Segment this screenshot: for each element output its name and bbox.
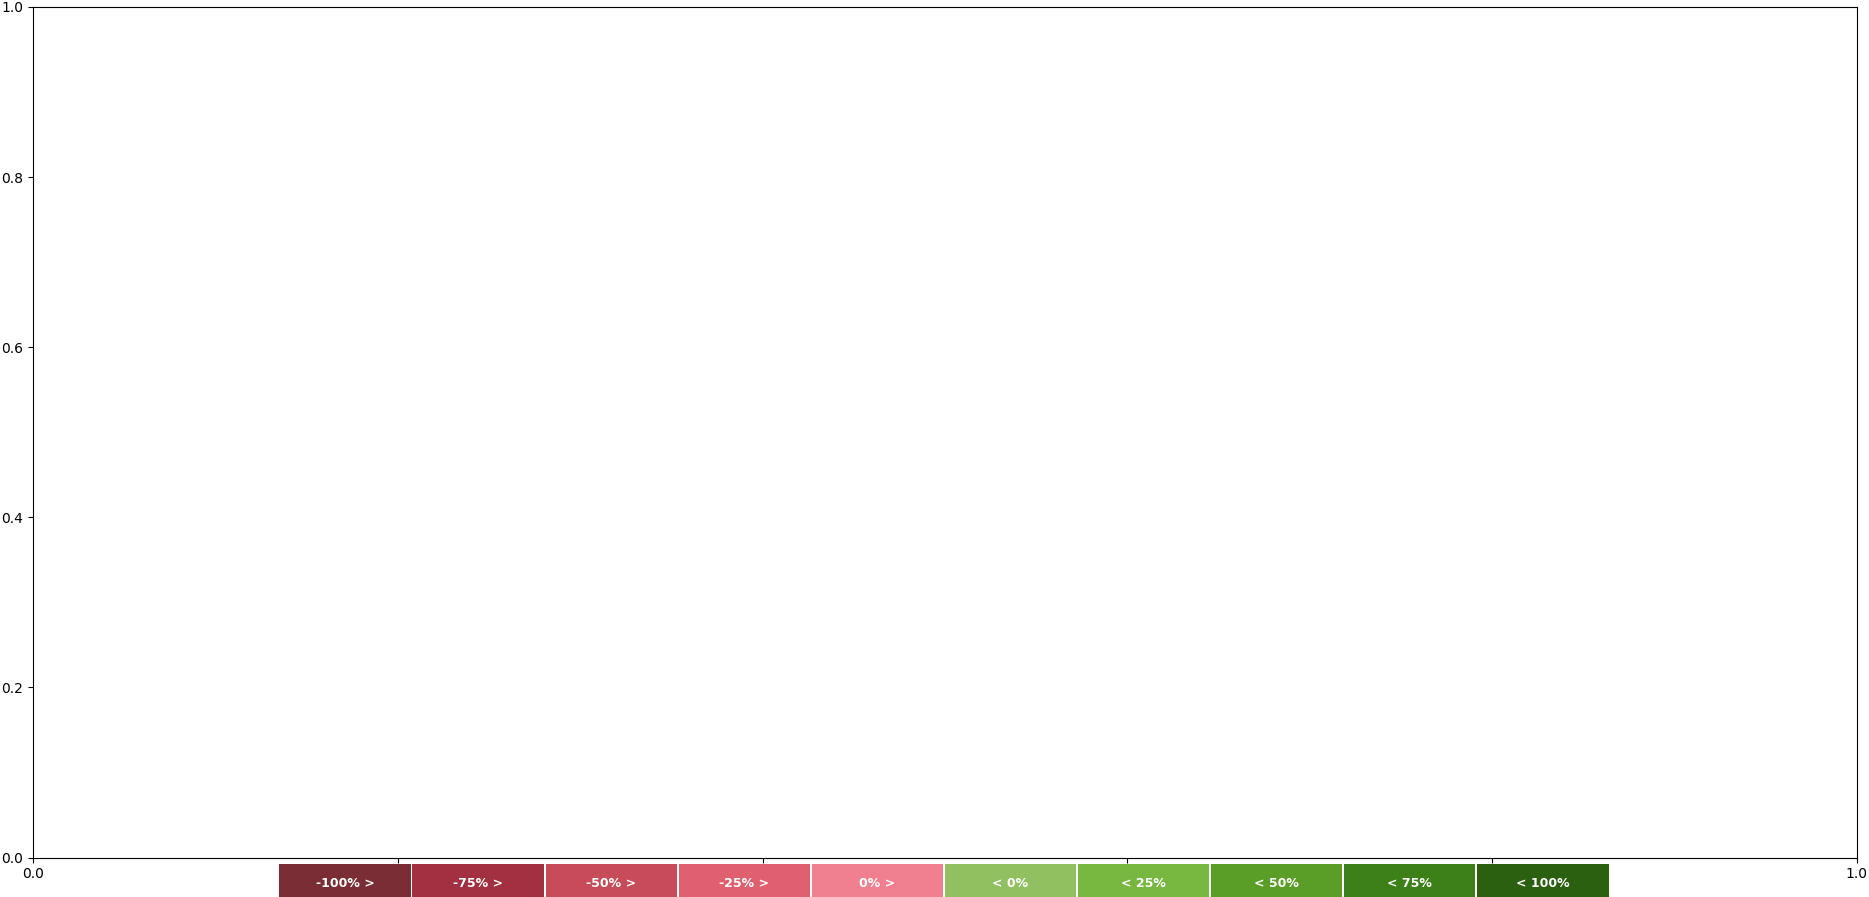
FancyBboxPatch shape <box>1344 864 1475 897</box>
Text: -25% >: -25% > <box>720 877 770 891</box>
FancyBboxPatch shape <box>678 864 809 897</box>
FancyBboxPatch shape <box>811 864 944 897</box>
FancyBboxPatch shape <box>1078 864 1209 897</box>
FancyBboxPatch shape <box>1477 864 1609 897</box>
Text: < 100%: < 100% <box>1516 877 1570 891</box>
FancyBboxPatch shape <box>546 864 677 897</box>
FancyBboxPatch shape <box>1211 864 1342 897</box>
FancyBboxPatch shape <box>413 864 544 897</box>
FancyBboxPatch shape <box>278 864 411 897</box>
Text: < 75%: < 75% <box>1387 877 1432 891</box>
FancyBboxPatch shape <box>946 864 1077 897</box>
Text: < 25%: < 25% <box>1121 877 1166 891</box>
Text: -75% >: -75% > <box>452 877 503 891</box>
Text: 0% >: 0% > <box>860 877 895 891</box>
Text: < 50%: < 50% <box>1254 877 1299 891</box>
Text: -50% >: -50% > <box>587 877 635 891</box>
Text: < 0%: < 0% <box>992 877 1028 891</box>
Text: -100% >: -100% > <box>316 877 374 891</box>
